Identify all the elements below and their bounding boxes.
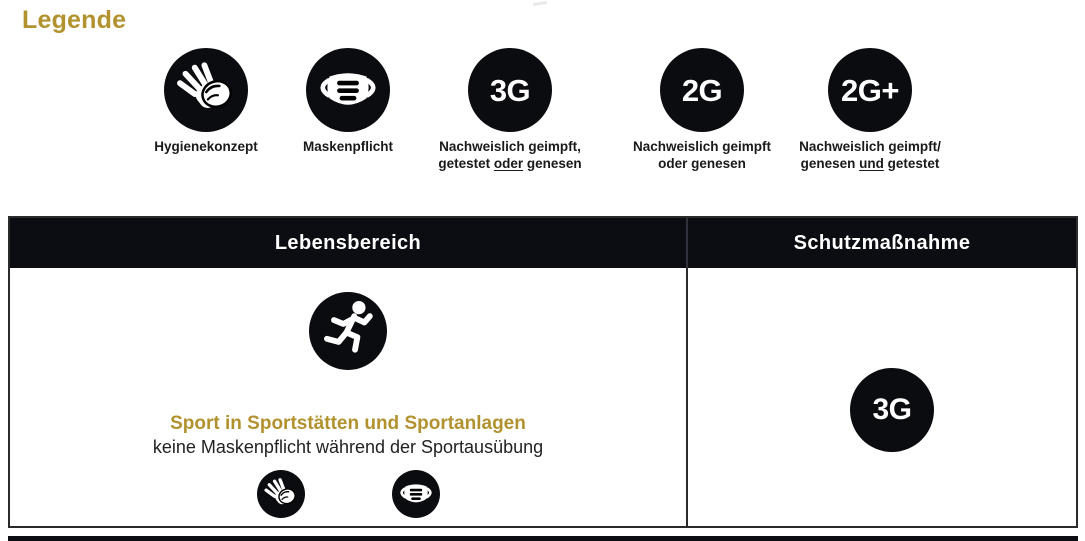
legend-item-3g: 3G Nachweislich geimpft, getestet oder g…: [408, 48, 612, 172]
badge-2g-plus-text: 2G+: [841, 72, 899, 108]
column-header-schutzmassnahme: Schutzmaßnahme: [793, 231, 971, 254]
column-header-lebensbereich: Lebensbereich: [10, 218, 688, 268]
badge-3g-icon: 3G: [850, 368, 934, 452]
legend-label-line2-underlined: und: [859, 155, 884, 171]
requirement-icons: [256, 470, 440, 518]
legend-label-line2-post: getestet: [883, 155, 940, 171]
legend-title: Legende: [22, 6, 127, 34]
legend-label-line2-post: genesen: [523, 155, 582, 171]
next-section-edge: [8, 536, 1078, 541]
legend-label: Nachweislich geimpft oder genesen: [633, 139, 771, 172]
legend-item-hygienekonzept: Hygienekonzept: [104, 48, 308, 156]
hygiene-hands-icon: [164, 48, 248, 132]
row-subtitle: keine Maskenpflicht während der Sportaus…: [152, 437, 544, 457]
cell-schutzmassnahme: 3G: [688, 268, 1076, 526]
legend-item-2g-plus: 2G+ Nachweislich geimpft/ genesen und ge…: [768, 48, 972, 172]
legend-label: Hygienekonzept: [154, 139, 258, 156]
legend-label-line1: Nachweislich geimpft,: [439, 139, 581, 154]
hygiene-hands-icon: [256, 470, 305, 518]
face-mask-icon: [306, 48, 390, 132]
table-header-row: Lebensbereich Schutzmaßnahme: [10, 218, 1076, 268]
measure-badge-text: 3G: [872, 393, 912, 426]
legend-label-line1: Hygienekonzept: [154, 139, 258, 154]
legend-label-line1: Maskenpflicht: [302, 139, 394, 154]
legend-label: Nachweislich geimpft/ genesen und getest…: [799, 139, 941, 172]
cell-lebensbereich: Sport in Sportstätten und Sportanlagen k…: [10, 268, 688, 526]
badge-2g-icon: 2G: [660, 48, 744, 132]
face-mask-icon: [391, 470, 440, 518]
badge-2g-text: 2G: [681, 72, 723, 108]
legend-label-line2-pre: oder genesen: [658, 155, 746, 171]
badge-3g-icon: 3G: [468, 48, 552, 132]
legend-label-line2-pre: genesen: [800, 155, 860, 171]
legend-item-maskenpflicht: Maskenpflicht: [246, 48, 450, 156]
page-fold-mark: [532, 1, 548, 6]
badge-2g-plus-icon: 2G+: [828, 48, 912, 132]
row-title: Sport in Sportstätten und Sportanlagen: [170, 413, 526, 434]
badge-3g-text: 3G: [489, 72, 531, 108]
legend-item-2g: 2G Nachweislich geimpft oder genesen: [600, 48, 804, 172]
runner-icon: [309, 292, 387, 370]
legend-label-line2-underlined: oder: [493, 155, 524, 171]
legend-label: Maskenpflicht: [303, 139, 393, 156]
rules-table: Lebensbereich Schutzmaßnahme Sport in Sp…: [8, 216, 1078, 528]
legend-label: Nachweislich geimpft, getestet oder gene…: [438, 139, 581, 172]
legend-label-line2-pre: getestet: [438, 155, 494, 171]
legend-label-line1: Nachweislich geimpft: [632, 139, 772, 154]
table-row: Sport in Sportstätten und Sportanlagen k…: [10, 268, 1076, 526]
legend-label-line1: Nachweislich geimpft/: [799, 139, 941, 154]
